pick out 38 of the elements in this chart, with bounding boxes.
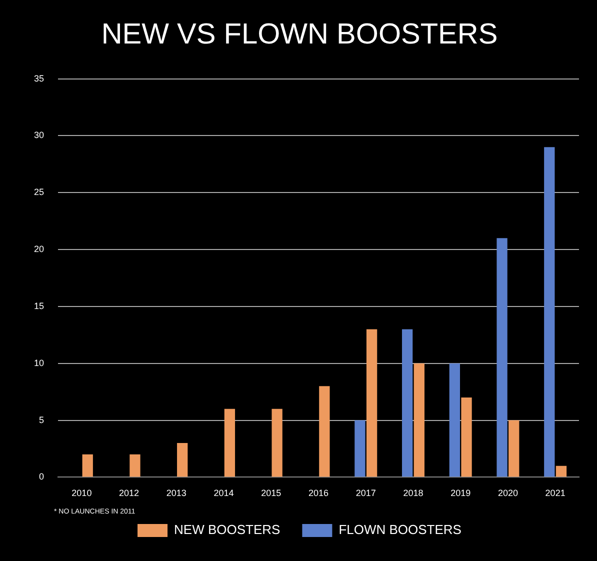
bar: [366, 329, 378, 477]
y-tick-label: 5: [38, 414, 44, 425]
bar: [82, 454, 93, 477]
y-tick-label: 20: [34, 244, 44, 254]
y-tick-label: 10: [34, 358, 44, 368]
x-tick-label: 2016: [308, 488, 329, 498]
x-tick-label: 2020: [498, 488, 518, 498]
x-tick-label: 2014: [214, 488, 234, 498]
y-tick-label: 25: [34, 187, 44, 198]
bar: [496, 238, 508, 477]
bar: [402, 329, 413, 477]
bar: [556, 466, 567, 477]
x-tick-label: 2015: [261, 488, 282, 498]
bar: [130, 454, 140, 477]
bar: [461, 398, 472, 477]
y-tick-label: 35: [34, 73, 44, 84]
x-tick-label: 2017: [356, 488, 376, 498]
bar: [508, 420, 520, 477]
bar: [414, 363, 424, 477]
x-tick-label: 2018: [403, 488, 424, 498]
x-tick-label: 2019: [450, 488, 471, 498]
bar: [544, 147, 555, 477]
legend-label: NEW BOOSTERS: [174, 522, 281, 538]
y-tick-label: 15: [34, 300, 44, 311]
y-tick-label: 30: [34, 130, 44, 140]
bar: [319, 386, 330, 477]
bar: [449, 363, 460, 477]
legend-label: FLOWN BOOSTERS: [338, 522, 462, 538]
y-tick-label: 0: [38, 472, 44, 482]
x-tick-label: 2010: [72, 488, 92, 498]
x-tick-label: 2012: [119, 488, 140, 498]
chart-title: NEW VS FLOWN BOOSTERS: [101, 18, 498, 50]
bar: [224, 408, 236, 477]
x-tick-label: 2013: [166, 488, 186, 498]
bar: [354, 420, 366, 477]
bar: [177, 443, 188, 477]
x-tick-label: 2021: [545, 488, 566, 498]
bar: [272, 408, 282, 477]
